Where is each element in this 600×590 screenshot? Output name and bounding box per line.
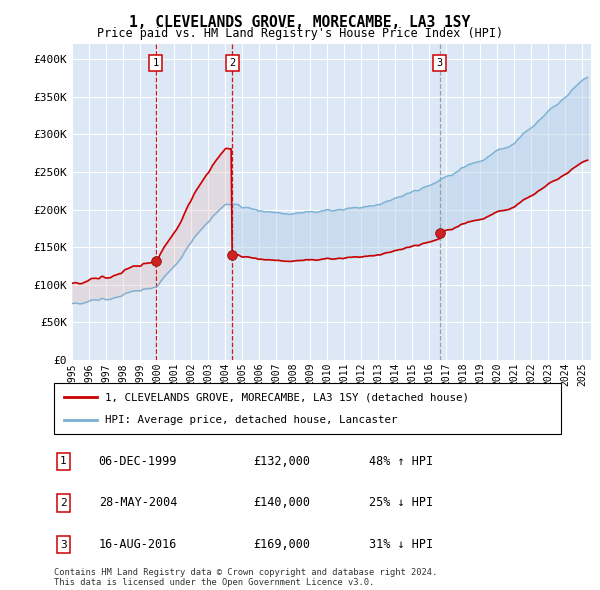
Text: 1: 1: [152, 58, 159, 68]
Text: 16-AUG-2016: 16-AUG-2016: [98, 538, 177, 551]
Text: 1, CLEVELANDS GROVE, MORECAMBE, LA3 1SY: 1, CLEVELANDS GROVE, MORECAMBE, LA3 1SY: [130, 15, 470, 30]
Text: 2: 2: [229, 58, 235, 68]
Text: 1: 1: [60, 456, 67, 466]
Text: 1, CLEVELANDS GROVE, MORECAMBE, LA3 1SY (detached house): 1, CLEVELANDS GROVE, MORECAMBE, LA3 1SY …: [105, 392, 469, 402]
FancyBboxPatch shape: [54, 384, 561, 434]
Text: 3: 3: [437, 58, 443, 68]
Text: 28-MAY-2004: 28-MAY-2004: [98, 496, 177, 510]
Text: £169,000: £169,000: [254, 538, 311, 551]
Text: 25% ↓ HPI: 25% ↓ HPI: [369, 496, 433, 510]
Text: 2: 2: [60, 498, 67, 508]
Text: Contains HM Land Registry data © Crown copyright and database right 2024.
This d: Contains HM Land Registry data © Crown c…: [54, 568, 437, 587]
Text: 48% ↑ HPI: 48% ↑ HPI: [369, 455, 433, 468]
Text: 06-DEC-1999: 06-DEC-1999: [98, 455, 177, 468]
Text: 3: 3: [60, 540, 67, 550]
Text: £132,000: £132,000: [254, 455, 311, 468]
Text: 31% ↓ HPI: 31% ↓ HPI: [369, 538, 433, 551]
Text: £140,000: £140,000: [254, 496, 311, 510]
Text: HPI: Average price, detached house, Lancaster: HPI: Average price, detached house, Lanc…: [105, 415, 397, 425]
Text: Price paid vs. HM Land Registry's House Price Index (HPI): Price paid vs. HM Land Registry's House …: [97, 27, 503, 40]
